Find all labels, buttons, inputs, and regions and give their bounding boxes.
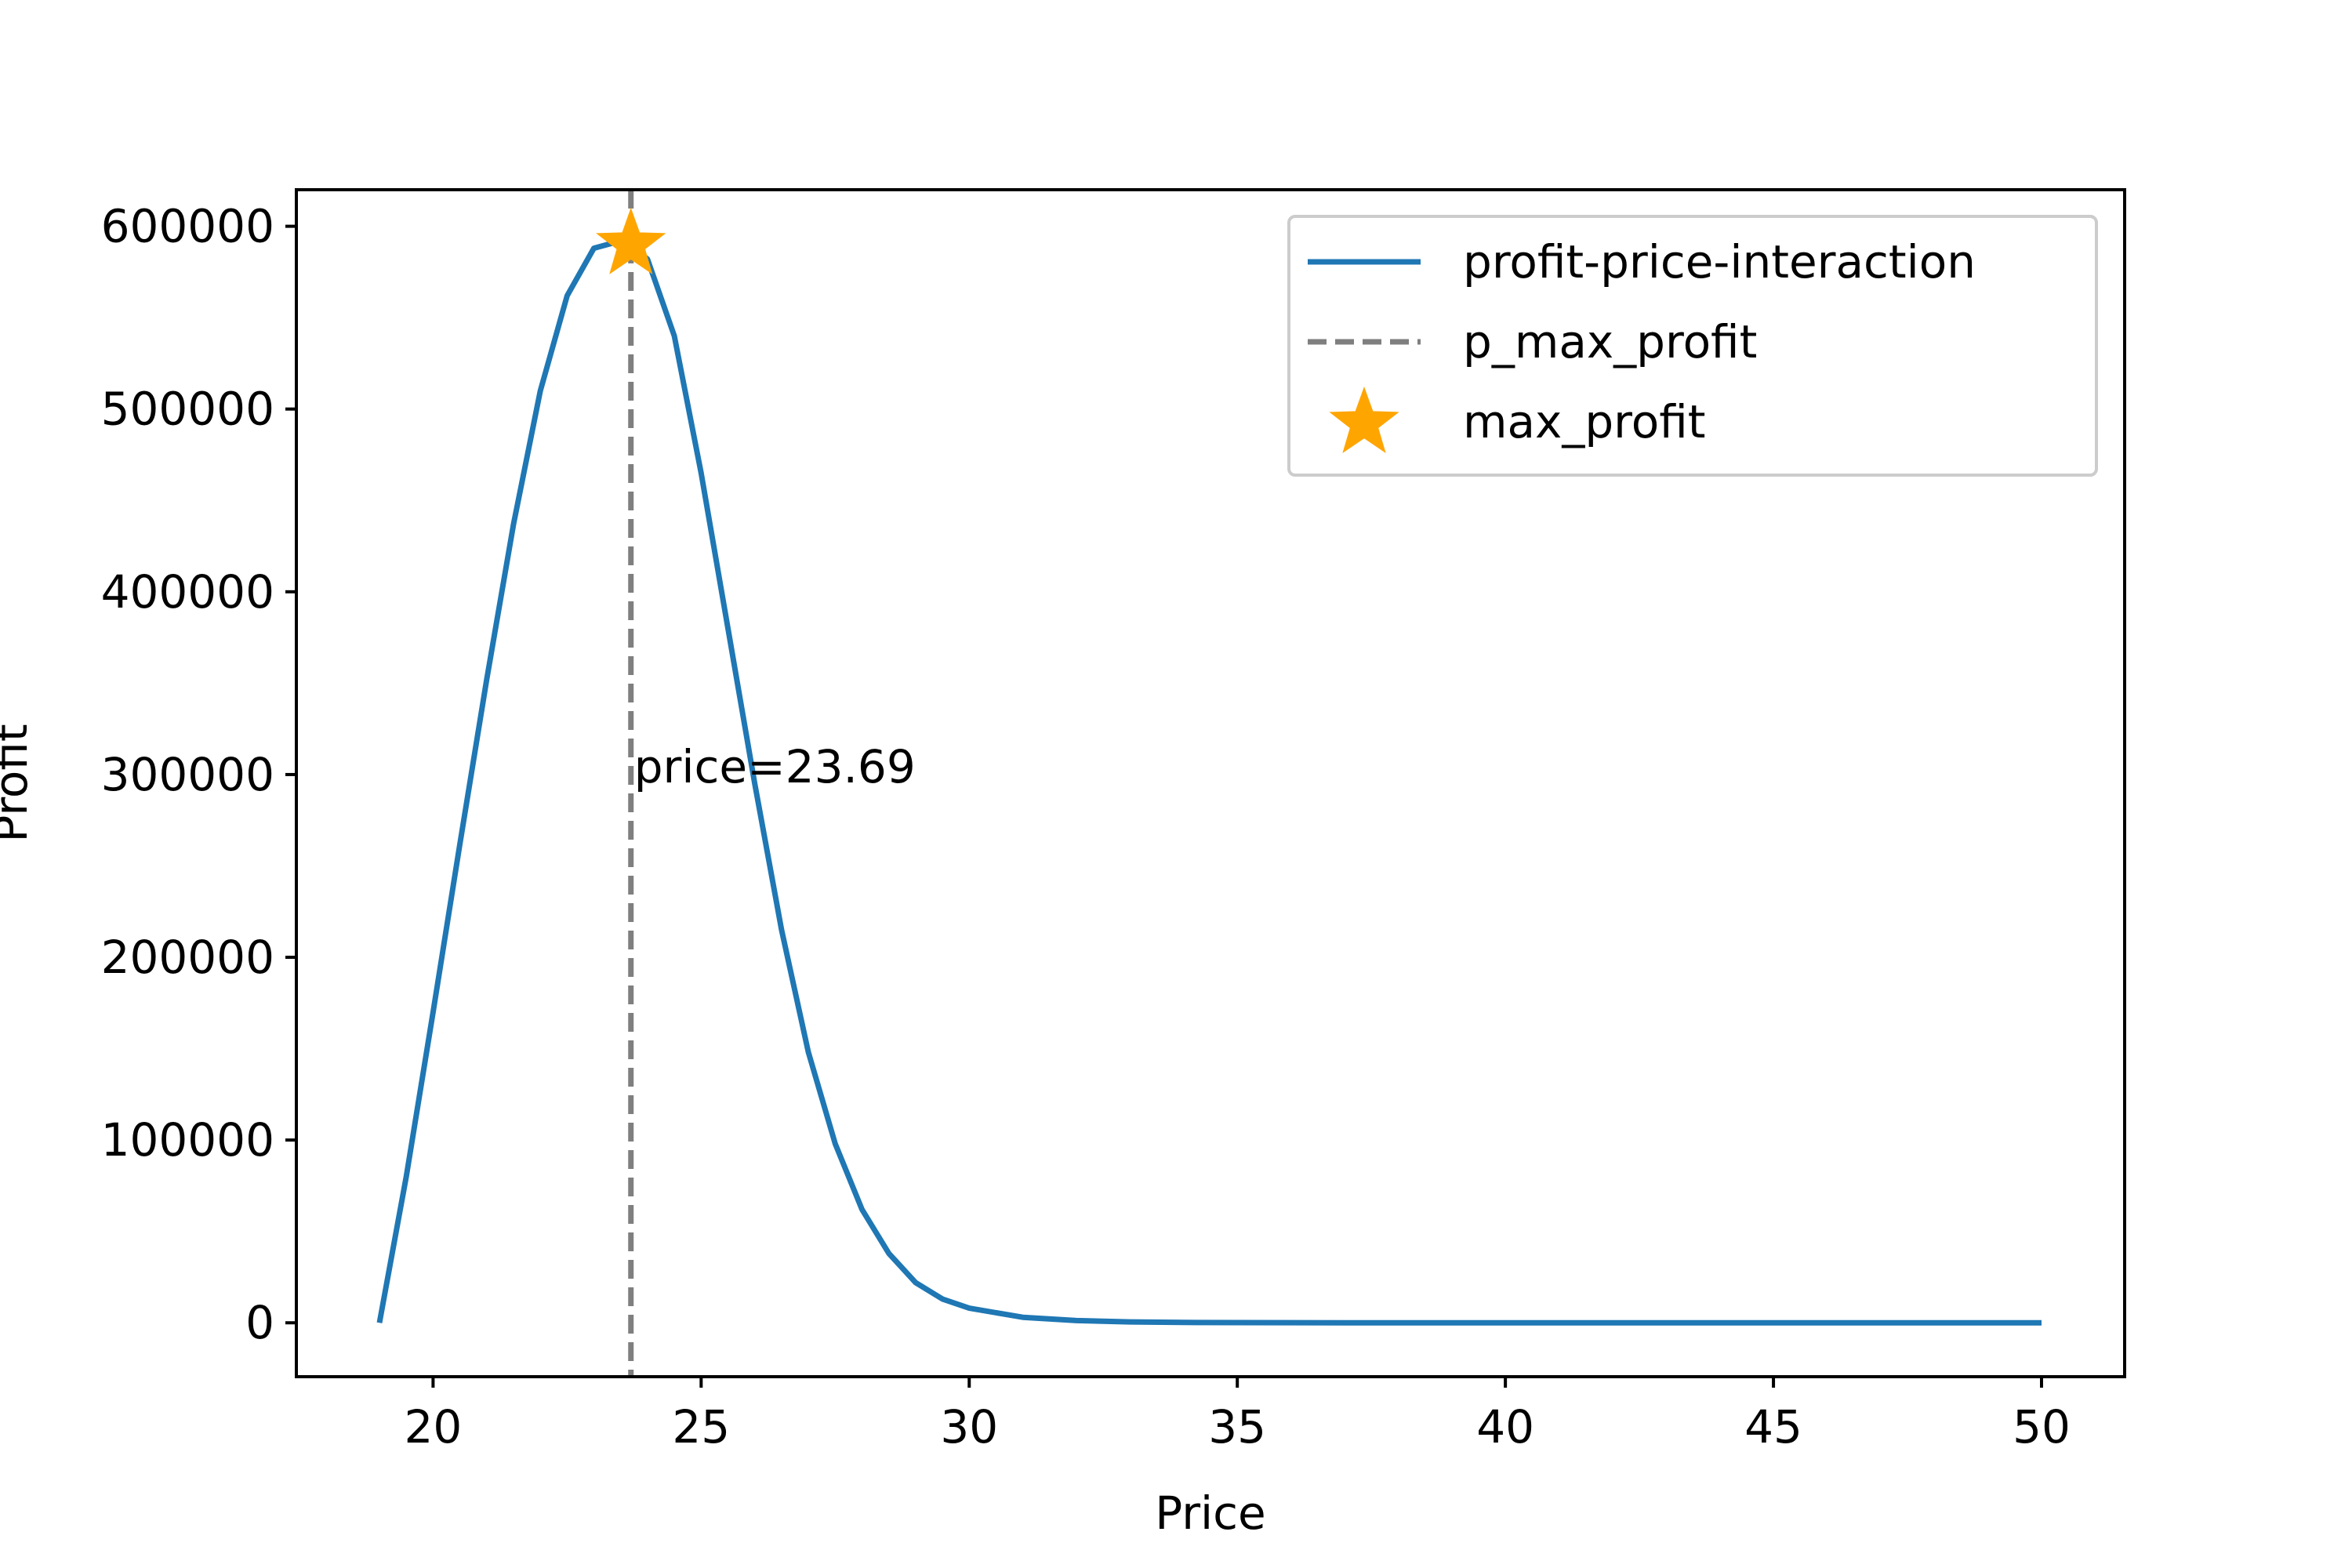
y-tick-label: 300000 <box>101 748 274 801</box>
legend-label-profit-price-interaction: profit-price-interaction <box>1463 235 1976 289</box>
x-axis-ticks: 20 25 30 35 40 45 50 <box>404 1377 2071 1454</box>
axes-frame <box>295 188 2126 1378</box>
y-tick-label: 100000 <box>101 1113 274 1167</box>
x-tick-label: 40 <box>1476 1400 1534 1454</box>
y-tick-label: 500000 <box>101 383 274 436</box>
y-tick-label: 200000 <box>101 931 274 984</box>
x-axis-label: Price <box>1155 1486 1266 1540</box>
legend-label-max-profit: max_profit <box>1463 395 1706 448</box>
y-tick-label: 0 <box>245 1296 274 1349</box>
y-axis-ticks: 0 100000 200000 300000 400000 500000 600000 <box>101 200 296 1349</box>
annotation-price: price=23.69 <box>634 740 916 793</box>
x-tick-label: 25 <box>672 1400 730 1454</box>
x-tick-label: 50 <box>2013 1400 2071 1454</box>
legend-swatch-star-icon <box>1329 387 1399 453</box>
legend-box <box>1287 215 2098 477</box>
x-tick-label: 20 <box>404 1400 462 1454</box>
x-tick-label: 35 <box>1208 1400 1266 1454</box>
legend-label-p-max-profit: p_max_profit <box>1463 315 1757 368</box>
x-tick-label: 30 <box>940 1400 998 1454</box>
y-tick-label: 600000 <box>101 200 274 253</box>
y-axis-label: Profit <box>0 724 38 842</box>
legend: profit-price-interaction p_max_profit ma… <box>1287 215 2098 477</box>
plot-area: price=23.69 <box>295 188 2126 1378</box>
profit-curve <box>376 238 2042 1326</box>
max-profit-star-marker <box>596 207 666 274</box>
x-tick-label: 45 <box>1744 1400 1802 1454</box>
y-tick-label: 400000 <box>101 565 274 619</box>
